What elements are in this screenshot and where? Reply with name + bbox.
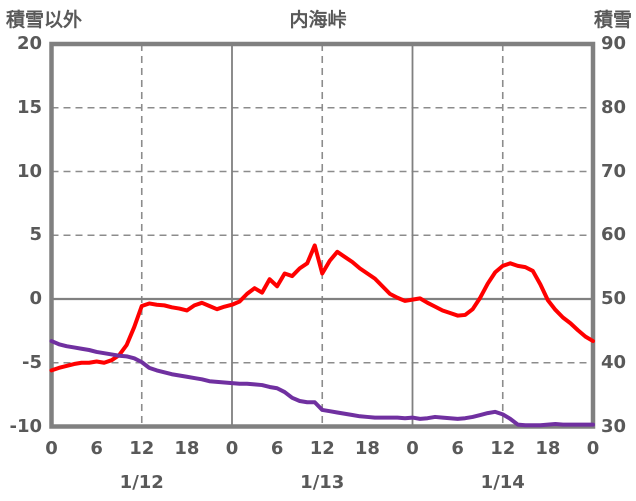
x-axis-tick: 12 — [490, 438, 516, 459]
x-axis-tick: 0 — [45, 438, 58, 459]
x-axis-date-label: 1/12 — [119, 472, 164, 493]
x-axis-date-label: 1/14 — [480, 472, 525, 493]
y-axis-right-tick: 40 — [601, 351, 627, 373]
y-axis-right-tick: 90 — [601, 33, 627, 54]
x-axis-tick: 0 — [225, 438, 239, 459]
y-axis-left-tick: -5 — [22, 351, 42, 373]
right-axis-title: 積雪 — [593, 9, 632, 31]
y-axis-right-tick: 60 — [601, 224, 627, 246]
y-axis-left-tick: 15 — [16, 96, 42, 118]
y-axis-right-tick: 50 — [601, 288, 627, 309]
y-axis-left-tick: 5 — [29, 224, 42, 246]
y-axis-right-tick: 80 — [601, 96, 627, 118]
y-axis-right-tick: 30 — [601, 415, 627, 437]
chart-title: 内海峠 — [289, 9, 347, 31]
x-axis-tick: 12 — [309, 438, 335, 459]
left-axis-title: 積雪以外 — [6, 9, 83, 31]
x-axis-tick: 12 — [129, 438, 155, 459]
y-axis-left-tick: 10 — [16, 160, 42, 182]
y-axis-left-tick: 20 — [16, 33, 42, 54]
x-axis-tick: 6 — [90, 438, 103, 459]
y-axis-left-tick: 0 — [29, 288, 42, 309]
snow-depth-line — [49, 339, 595, 428]
x-axis-tick: 0 — [406, 438, 419, 459]
y-axis-right-tick: 70 — [601, 160, 627, 182]
x-axis-tick: 6 — [270, 438, 284, 459]
x-axis-tick: 18 — [174, 438, 200, 459]
x-axis-date-label: 1/13 — [300, 472, 345, 493]
x-axis-tick: 18 — [354, 438, 380, 459]
x-axis-tick: 0 — [586, 438, 600, 459]
x-axis-tick: 18 — [535, 438, 561, 459]
other-than-snow-line — [49, 243, 595, 373]
plot-border — [49, 41, 596, 429]
y-axis-left-tick: -10 — [9, 415, 42, 437]
x-axis-tick: 6 — [451, 438, 464, 459]
